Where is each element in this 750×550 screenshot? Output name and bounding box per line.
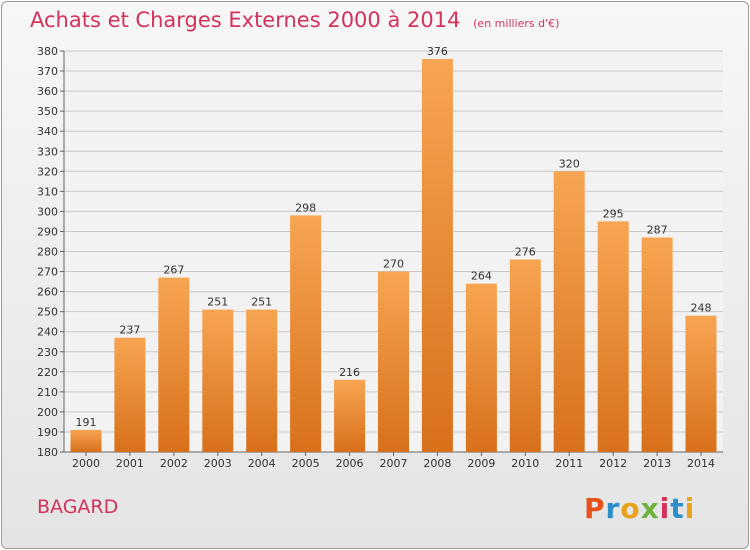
y-tick-label: 350 <box>37 105 58 118</box>
x-tick-label-2013: 2013 <box>643 457 671 470</box>
data-label-2013: 287 <box>647 223 668 236</box>
logo-letter: x <box>640 492 660 525</box>
logo-letter: i <box>659 492 671 525</box>
x-tick-label-2007: 2007 <box>380 457 408 470</box>
bar-2011 <box>553 171 585 453</box>
x-tick-label-2003: 2003 <box>204 457 232 470</box>
bar-2000 <box>70 429 102 452</box>
x-tick-label-2006: 2006 <box>336 457 364 470</box>
y-tick-label: 250 <box>37 306 58 319</box>
bar-2012 <box>597 221 629 452</box>
bar-2003 <box>202 309 234 452</box>
x-tick-label-2012: 2012 <box>599 457 627 470</box>
y-tick-label: 270 <box>37 266 58 279</box>
y-tick-label: 190 <box>37 426 58 439</box>
data-label-2007: 270 <box>383 258 404 271</box>
bar-2009 <box>465 283 497 452</box>
bar-2001 <box>114 337 146 452</box>
bar-2008 <box>421 59 453 452</box>
x-tick-label-2004: 2004 <box>248 457 276 470</box>
y-tick-label: 370 <box>37 65 58 78</box>
data-label-2008: 376 <box>427 45 448 58</box>
data-label-2010: 276 <box>515 246 536 259</box>
bar-2004 <box>246 309 278 452</box>
place-name: BAGARD <box>37 496 119 518</box>
y-tick-label: 340 <box>37 125 58 138</box>
data-label-2001: 237 <box>119 324 140 337</box>
chart-title-text: Achats et Charges Externes 2000 à 2014 <box>30 8 461 32</box>
data-label-2002: 267 <box>163 264 184 277</box>
data-label-2004: 251 <box>251 296 272 309</box>
data-label-2012: 295 <box>603 207 624 220</box>
y-tick-label: 300 <box>37 205 58 218</box>
proxiti-logo[interactable]: Proxiti <box>584 492 695 525</box>
y-tick-label: 330 <box>37 145 58 158</box>
bar-2005 <box>290 215 322 452</box>
x-tick-label-2008: 2008 <box>423 457 451 470</box>
y-tick-label: 210 <box>37 386 58 399</box>
x-tick-label-2011: 2011 <box>555 457 583 470</box>
data-label-2005: 298 <box>295 201 316 214</box>
y-tick-label: 180 <box>37 446 58 459</box>
y-tick-label: 290 <box>37 225 58 238</box>
data-label-2014: 248 <box>691 302 712 315</box>
data-label-2009: 264 <box>471 270 492 283</box>
x-tick-label-2014: 2014 <box>687 457 715 470</box>
y-tick-label: 310 <box>37 185 58 198</box>
x-tick-label-2000: 2000 <box>72 457 100 470</box>
bar-2013 <box>641 237 673 452</box>
y-tick-label: 240 <box>37 326 58 339</box>
bar-2007 <box>378 271 409 452</box>
x-tick-label-2005: 2005 <box>292 457 320 470</box>
x-tick-label-2010: 2010 <box>511 457 539 470</box>
x-tick-label-2001: 2001 <box>116 457 144 470</box>
chart-subtitle: (en milliers d'€) <box>473 17 560 30</box>
y-tick-label: 260 <box>37 286 58 299</box>
y-tick-label: 220 <box>37 366 58 379</box>
y-tick-label: 380 <box>37 45 58 58</box>
y-tick-label: 280 <box>37 246 58 259</box>
data-label-2003: 251 <box>207 296 228 309</box>
bar-2002 <box>158 277 190 452</box>
logo-letter: i <box>684 492 696 525</box>
logo-letter: r <box>605 492 621 525</box>
logo-letter: t <box>670 492 685 525</box>
bar-2006 <box>334 379 366 452</box>
y-tick-label: 230 <box>37 346 58 359</box>
bar-2014 <box>685 315 717 452</box>
y-tick-label: 360 <box>37 85 58 98</box>
x-tick-label-2009: 2009 <box>467 457 495 470</box>
data-label-2011: 320 <box>559 157 580 170</box>
y-tick-label: 320 <box>37 165 58 178</box>
data-label-2000: 191 <box>75 416 96 429</box>
bar-2010 <box>509 259 541 452</box>
x-tick-label-2002: 2002 <box>160 457 188 470</box>
y-tick-label: 200 <box>37 406 58 419</box>
logo-letter: P <box>584 492 606 525</box>
chart-title: Achats et Charges Externes 2000 à 2014 (… <box>30 8 559 32</box>
logo-letter: o <box>620 492 641 525</box>
data-label-2006: 216 <box>339 366 360 379</box>
